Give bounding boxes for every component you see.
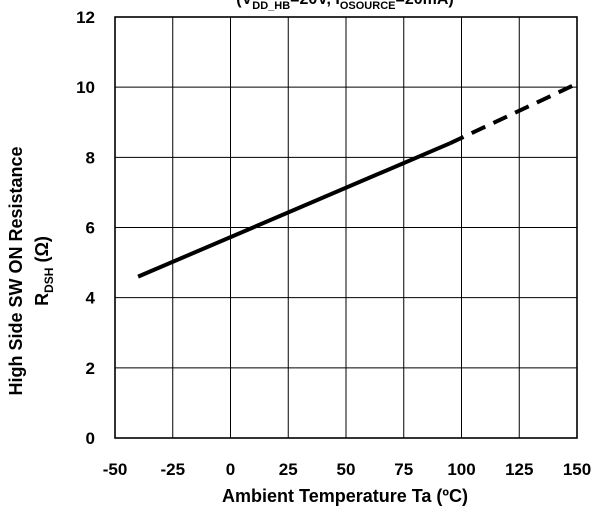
- x-tick-label: 0: [226, 460, 235, 479]
- title-text: =20mA): [395, 0, 453, 8]
- y-tick-label: 4: [86, 289, 96, 308]
- grid-lines: [114, 16, 578, 439]
- plot-frame: [114, 16, 578, 439]
- title-text: =20V, I: [290, 0, 340, 8]
- y-tick-labels: 0 2 4 6 8 10 12: [76, 8, 95, 448]
- x-tick-label: 50: [337, 460, 356, 479]
- x-tick-label: -25: [160, 460, 185, 479]
- x-tick-label: 125: [505, 460, 533, 479]
- y-axis-label-subscript: DSH: [42, 268, 56, 293]
- title-subscript: DD_HB: [252, 0, 290, 12]
- series-line-solid: [137, 141, 451, 279]
- x-tick-label: 100: [447, 460, 475, 479]
- chart-title: (VDD_HB=20V, IOSOURCE=20mA): [236, 0, 453, 12]
- series-line-dashed: [449, 81, 578, 146]
- y-tick-label: 10: [76, 78, 95, 97]
- y-axis-label-symbol: R: [32, 293, 52, 306]
- x-tick-label: 150: [563, 460, 591, 479]
- x-axis-label: Ambient Temperature Ta (ºC): [222, 486, 468, 506]
- title-subscript: OSOURCE: [340, 0, 396, 12]
- y-axis-label-unit: (Ω): [32, 236, 52, 267]
- series-group: [137, 81, 578, 279]
- y-tick-label: 2: [86, 359, 95, 378]
- x-tick-label: 25: [279, 460, 298, 479]
- y-axis-label-line2: RDSH (Ω): [32, 236, 56, 306]
- y-tick-label: 8: [86, 148, 95, 167]
- y-axis-label: High Side SW ON Resistance RDSH (Ω): [6, 146, 56, 395]
- y-tick-label: 12: [76, 8, 95, 27]
- x-tick-labels: -50 -25 0 25 50 75 100 125 150: [103, 460, 591, 479]
- x-tick-label: -50: [103, 460, 128, 479]
- y-axis-label-line1: High Side SW ON Resistance: [6, 146, 26, 395]
- y-tick-label: 0: [86, 429, 95, 448]
- title-text: (V: [236, 0, 252, 8]
- y-tick-label: 6: [86, 219, 95, 238]
- x-tick-label: 75: [394, 460, 413, 479]
